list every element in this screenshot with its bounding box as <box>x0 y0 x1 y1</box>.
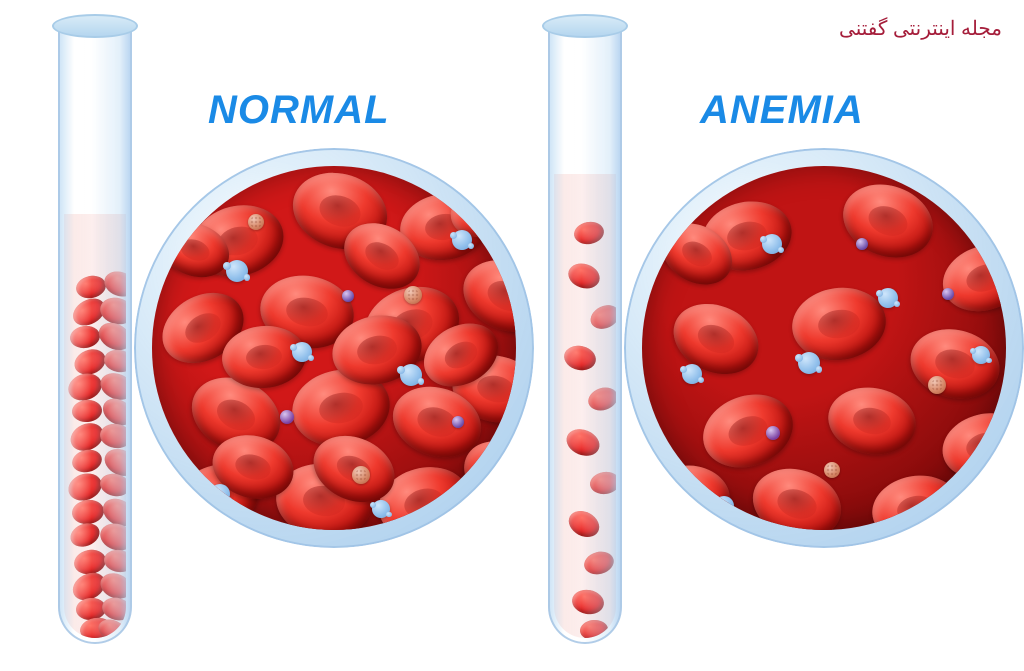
platelet-icon <box>280 410 294 424</box>
petri-anemia-inner <box>642 166 1006 530</box>
wbc-icon <box>482 478 502 498</box>
petri-normal <box>134 148 534 548</box>
petri-anemia <box>624 148 1024 548</box>
wbc-icon <box>798 352 820 374</box>
watermark-text: مجله اینترنتی گفتنی <box>839 16 1002 41</box>
rbc-icon <box>662 291 769 387</box>
label-normal: NORMAL <box>208 88 390 133</box>
tube-normal <box>58 24 132 644</box>
platelet-icon <box>452 416 464 428</box>
wbc-icon <box>372 500 390 518</box>
platelet-icon <box>766 426 780 440</box>
wbc-icon <box>878 288 898 308</box>
wbc-icon <box>452 230 472 250</box>
rbc-icon <box>823 381 921 461</box>
label-anemia: ANEMIA <box>700 88 864 133</box>
tube-anemia <box>548 24 622 644</box>
platelet-icon <box>942 288 954 300</box>
rbc-icon <box>903 320 1006 408</box>
wbc-icon <box>714 496 734 516</box>
wbc-icon <box>292 342 312 362</box>
tube-anemia-glass <box>548 24 622 644</box>
rbc-icon <box>693 382 803 479</box>
rbc-icon <box>936 405 1006 488</box>
granulocyte-icon <box>352 466 370 484</box>
rbc-icon <box>934 234 1006 321</box>
wbc-icon <box>210 484 230 504</box>
wbc-icon <box>972 346 990 364</box>
wbc-icon <box>952 482 972 502</box>
tube-anemia-rim <box>542 14 628 38</box>
petri-normal-inner <box>152 166 516 530</box>
tube-normal-rim <box>52 14 138 38</box>
platelet-icon <box>856 238 868 250</box>
tube-normal-glass <box>58 24 132 644</box>
wbc-icon <box>762 234 782 254</box>
granulocyte-icon <box>248 214 264 230</box>
platelet-icon <box>342 290 354 302</box>
wbc-icon <box>682 364 702 384</box>
rbc-icon <box>867 469 965 530</box>
granulocyte-icon <box>404 286 422 304</box>
wbc-icon <box>226 260 248 282</box>
granulocyte-icon <box>928 376 946 394</box>
wbc-icon <box>400 364 422 386</box>
granulocyte-icon <box>824 462 840 478</box>
